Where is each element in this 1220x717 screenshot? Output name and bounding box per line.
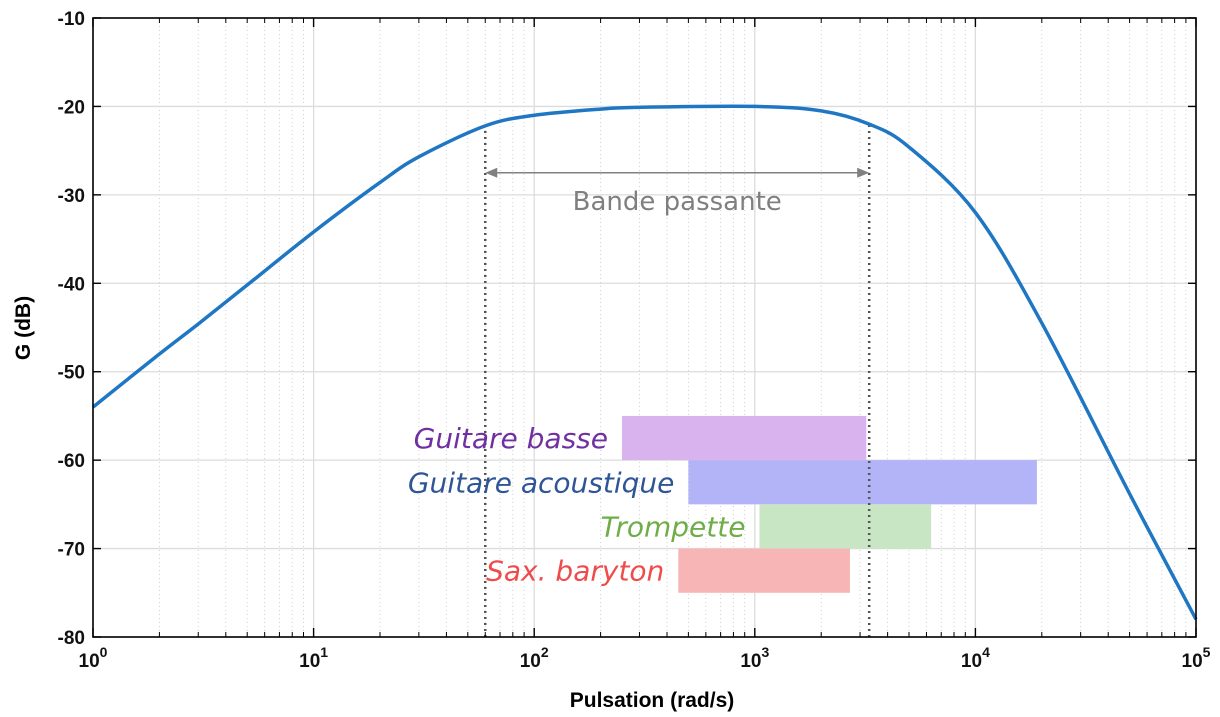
y-tick-label: -10 [58, 9, 85, 30]
band-arrowhead-right [857, 167, 870, 178]
x-tick-label: 101 [299, 644, 328, 672]
cutoff-markers [484, 124, 871, 637]
instrument-bar [688, 460, 1037, 505]
y-tick-label: -40 [58, 274, 85, 295]
axes-frame [92, 17, 1197, 638]
x-tick-label: 103 [740, 644, 769, 672]
y-tick-label: -60 [58, 451, 85, 472]
instrument-label: Guitare acoustique [408, 466, 675, 499]
x-tick-label: 105 [1182, 644, 1211, 672]
y-tick-label: -20 [58, 97, 85, 118]
series-lines [91, 104, 1198, 621]
instrument-label: Sax. baryton [486, 555, 664, 588]
y-tick-label: -50 [58, 363, 85, 384]
y-tick-label: -30 [58, 186, 85, 207]
y-tick-label: -70 [58, 540, 85, 561]
y-axis-label: G (dB) [12, 296, 35, 360]
gain-curve [91, 104, 1198, 621]
y-tick-label: -80 [58, 628, 85, 649]
band-label: Bande passante [573, 187, 782, 217]
x-axis-label: Pulsation (rad/s) [570, 689, 735, 712]
major-grid [92, 17, 1197, 638]
text-labels: Guitare basse Guitare acoustique Trompette… [408, 187, 782, 588]
plot-frame [92, 17, 1197, 638]
instrument-label: Guitare basse [414, 422, 608, 455]
instrument-bar [621, 415, 867, 461]
instrument-bar [678, 548, 850, 593]
instrument-bars [621, 415, 1037, 593]
x-tick-label: 104 [961, 644, 990, 672]
band-arrowhead-left [485, 167, 498, 178]
instrument-bar [759, 504, 932, 549]
instrument-label: Trompette [600, 510, 745, 543]
x-tick-label: 102 [520, 644, 549, 672]
x-tick-label: 100 [79, 644, 108, 672]
